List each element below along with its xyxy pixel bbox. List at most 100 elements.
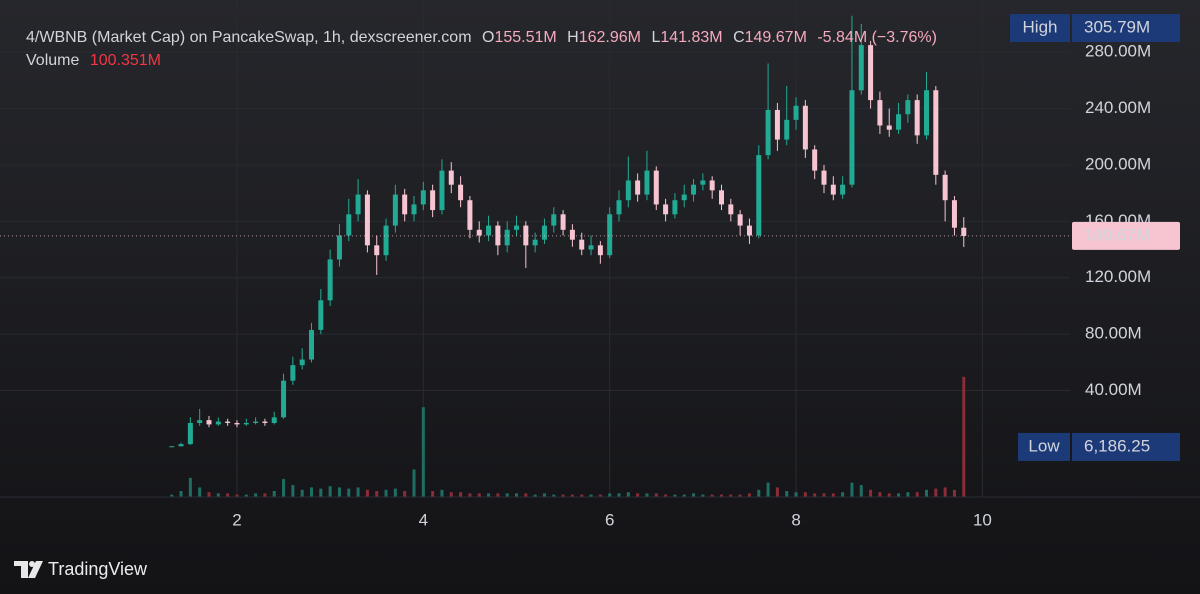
ohlc-letter: L xyxy=(651,29,660,46)
volume-bar xyxy=(710,494,714,497)
volume-bar xyxy=(580,494,584,497)
candle-body xyxy=(439,170,445,211)
volume-bar xyxy=(598,494,602,497)
volume-pane xyxy=(170,376,966,497)
volume-bar xyxy=(216,493,220,497)
volume-bar xyxy=(300,489,304,497)
candle-body xyxy=(290,365,296,381)
volume-bar xyxy=(272,491,276,497)
candle-body xyxy=(607,214,613,256)
y-tick-label: 120.00M xyxy=(1085,267,1151,286)
candles xyxy=(0,15,1070,448)
ohlc-letter: H xyxy=(567,29,579,46)
candle-body xyxy=(355,194,361,215)
candle-body xyxy=(924,90,930,136)
volume-bar xyxy=(906,492,910,497)
volume-name: Volume xyxy=(26,52,79,69)
volume-bar xyxy=(570,494,574,497)
candle-body xyxy=(616,200,622,215)
volume-bar xyxy=(282,479,286,497)
volume-bar xyxy=(449,492,453,497)
volume-bar xyxy=(925,489,929,497)
volume-bar xyxy=(393,488,397,497)
candle-body xyxy=(653,170,659,205)
candle-body xyxy=(625,180,631,201)
volume-bar xyxy=(952,489,956,497)
candle-body xyxy=(672,200,678,215)
volume-bar xyxy=(813,493,817,497)
candle-body xyxy=(830,184,836,195)
candle-body xyxy=(383,225,389,256)
volume-bar xyxy=(207,492,211,497)
volume-bar xyxy=(188,477,192,497)
candle-body xyxy=(914,100,920,136)
volume-bar xyxy=(915,492,919,497)
volume-bar xyxy=(477,493,481,497)
high-value-box xyxy=(1072,14,1180,42)
candle-body xyxy=(905,100,911,115)
candle-body xyxy=(802,105,808,150)
candle-body xyxy=(336,235,342,260)
volume-bar xyxy=(468,493,472,497)
volume-bar xyxy=(859,485,863,497)
candle-body xyxy=(737,214,743,226)
candle-body xyxy=(197,420,203,423)
volume-bar xyxy=(869,489,873,497)
candle-body xyxy=(411,204,417,215)
volume-bar xyxy=(365,489,369,497)
volume-bar xyxy=(431,491,435,497)
candle-body xyxy=(579,239,585,250)
ohlc-value: 162.96M xyxy=(579,29,641,46)
candle-body xyxy=(178,444,184,447)
candle-body xyxy=(681,194,687,201)
candle-body xyxy=(812,149,818,171)
x-tick-label: 6 xyxy=(605,510,614,529)
volume-bar xyxy=(384,489,388,497)
volume-bar xyxy=(887,493,891,497)
volume-bar xyxy=(235,494,239,497)
candle-body xyxy=(271,417,277,423)
candle-body xyxy=(709,180,715,191)
candle-body xyxy=(243,422,249,425)
candle-body xyxy=(849,90,855,185)
change-value: -5.84M (−3.76%) xyxy=(817,29,937,46)
candle-body xyxy=(635,180,641,195)
candle-body xyxy=(364,194,370,246)
volume-bar xyxy=(803,492,807,497)
volume-bar xyxy=(794,492,798,497)
brand-logo xyxy=(14,561,43,578)
price-tag-box xyxy=(1072,221,1180,250)
volume-bar xyxy=(254,493,258,497)
candle-body xyxy=(588,245,594,250)
candle-body xyxy=(858,45,864,91)
candle-body xyxy=(663,204,669,215)
volume-bar xyxy=(515,493,519,497)
candle-body xyxy=(420,190,426,205)
volume-bar xyxy=(664,494,668,497)
candle-body xyxy=(691,184,697,195)
y-tick-label: 240.00M xyxy=(1085,98,1151,117)
candle-body xyxy=(495,225,501,246)
volume-bar xyxy=(766,482,770,497)
candle-body xyxy=(448,170,454,185)
candle-body xyxy=(169,446,175,448)
volume-bar xyxy=(841,492,845,497)
volume-bar xyxy=(542,493,546,497)
candle-body xyxy=(374,245,380,256)
y-tick-label: 40.00M xyxy=(1085,380,1142,399)
ohlc-value: 149.67M xyxy=(745,29,807,46)
candle-body xyxy=(467,200,473,230)
candle-body xyxy=(476,229,482,236)
volume-bar xyxy=(244,494,248,497)
volume-bar xyxy=(505,493,509,497)
volume-bar xyxy=(943,487,947,497)
volume-bar xyxy=(226,493,230,497)
ohlc-letter: O xyxy=(482,29,494,46)
candle-body xyxy=(299,359,305,366)
volume-bar xyxy=(328,486,332,497)
candle-body xyxy=(430,190,436,211)
high-label: High xyxy=(1023,17,1058,36)
volume-bar xyxy=(552,494,556,497)
candle-body xyxy=(756,155,762,236)
candle-body xyxy=(840,184,846,195)
